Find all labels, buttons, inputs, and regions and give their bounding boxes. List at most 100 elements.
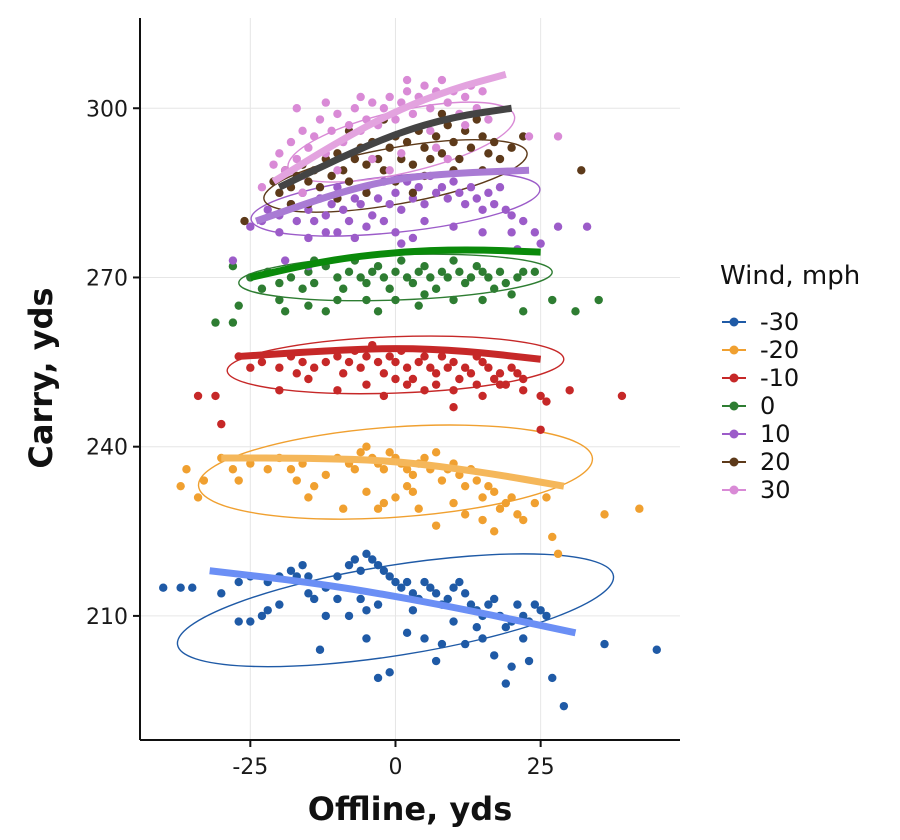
point-0 xyxy=(513,273,522,282)
point--10 xyxy=(449,357,458,367)
point--10 xyxy=(513,369,522,378)
point--30 xyxy=(548,673,557,683)
point--20 xyxy=(321,470,331,480)
point--10 xyxy=(507,363,516,372)
point--10 xyxy=(362,380,371,389)
point-10 xyxy=(333,228,342,237)
point-20 xyxy=(327,171,336,181)
point--30 xyxy=(373,673,383,683)
legend-key-dot xyxy=(729,373,739,383)
point-30 xyxy=(524,132,534,141)
point-30 xyxy=(350,104,360,113)
point--20 xyxy=(263,465,272,474)
point-0 xyxy=(362,295,371,305)
point--20 xyxy=(548,532,557,542)
point--30 xyxy=(600,639,609,649)
point--10 xyxy=(385,352,394,361)
x-tick-label: 0 xyxy=(388,755,402,780)
point--30 xyxy=(524,656,534,666)
point--10 xyxy=(402,380,412,389)
point-30 xyxy=(333,109,342,119)
point--20 xyxy=(478,515,487,525)
point-0 xyxy=(472,261,481,271)
point--30 xyxy=(356,594,365,604)
point-20 xyxy=(519,132,528,141)
point-10 xyxy=(472,194,481,203)
x-tick-label: -25 xyxy=(232,755,268,780)
point-0 xyxy=(321,307,331,316)
point-20 xyxy=(350,154,360,164)
point-30 xyxy=(397,98,406,107)
point-0 xyxy=(397,256,406,265)
point--10 xyxy=(379,369,389,378)
point--30 xyxy=(431,589,441,598)
point--30 xyxy=(426,583,435,592)
point--10 xyxy=(321,357,331,367)
point-0 xyxy=(484,273,493,282)
point-10 xyxy=(368,211,377,220)
trend-line--10 xyxy=(238,345,542,363)
point-0 xyxy=(391,295,400,305)
point-20 xyxy=(437,109,447,119)
point--20 xyxy=(472,476,481,485)
point-10 xyxy=(339,205,348,214)
point--30 xyxy=(373,560,383,570)
point-20 xyxy=(420,143,429,152)
point-0 xyxy=(426,273,435,282)
point-20 xyxy=(339,166,348,175)
point-30 xyxy=(397,149,406,158)
point-10 xyxy=(391,228,400,237)
point-0 xyxy=(362,278,371,288)
point--30 xyxy=(286,566,296,575)
point-30 xyxy=(460,92,470,102)
point--10 xyxy=(333,352,342,361)
point-30 xyxy=(257,183,267,192)
point--20 xyxy=(431,448,441,457)
point--30 xyxy=(652,645,661,654)
point-30 xyxy=(402,87,412,96)
point-20 xyxy=(577,166,586,175)
point-10 xyxy=(362,222,371,231)
point--30 xyxy=(159,583,168,592)
point--20 xyxy=(199,476,209,485)
point--10 xyxy=(298,357,307,367)
point--10 xyxy=(519,374,528,384)
point--30 xyxy=(333,594,342,604)
point-10 xyxy=(449,177,458,186)
point-0 xyxy=(501,278,511,288)
point--20 xyxy=(402,481,412,491)
point--30 xyxy=(304,572,313,581)
point-10 xyxy=(443,194,452,203)
point-10 xyxy=(263,205,272,214)
point--10 xyxy=(542,397,551,406)
point--20 xyxy=(228,465,238,474)
legend-key-dot xyxy=(729,345,739,355)
point--20 xyxy=(356,448,365,457)
point--30 xyxy=(385,668,394,677)
point-10 xyxy=(350,194,360,203)
point-20 xyxy=(507,143,516,152)
point--10 xyxy=(356,363,365,372)
point-20 xyxy=(385,143,394,152)
point-30 xyxy=(379,104,389,113)
point--30 xyxy=(321,611,331,621)
point-10 xyxy=(553,222,563,231)
point-10 xyxy=(536,239,545,248)
point-0 xyxy=(478,267,487,277)
point--20 xyxy=(373,504,383,513)
point-0 xyxy=(414,301,423,310)
point--30 xyxy=(484,600,493,609)
point-10 xyxy=(246,222,255,231)
point--30 xyxy=(362,549,371,559)
point-0 xyxy=(530,267,540,277)
point--20 xyxy=(507,493,516,502)
point--20 xyxy=(519,515,528,525)
point-0 xyxy=(373,307,383,316)
point-20 xyxy=(431,132,441,141)
point-20 xyxy=(275,188,284,198)
point--10 xyxy=(443,363,452,372)
point-20 xyxy=(304,177,313,186)
point--30 xyxy=(460,639,470,649)
point-20 xyxy=(344,177,354,186)
point--20 xyxy=(460,481,470,491)
